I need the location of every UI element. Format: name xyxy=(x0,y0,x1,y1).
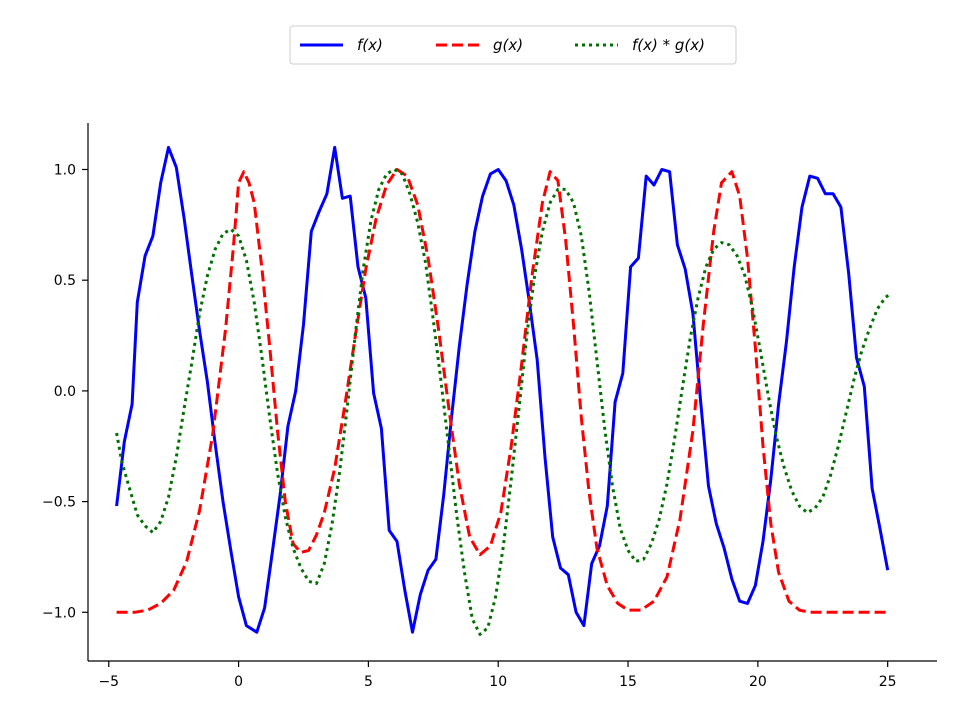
legend: f(x) g(x) f(x) * g(x) xyxy=(289,25,737,65)
y-tick-label: 0.5 xyxy=(54,273,76,289)
x-axis: −5 0 5 10 15 20 25 xyxy=(88,660,937,690)
series-line-0 xyxy=(115,145,890,634)
y-tick-label: −0.5 xyxy=(42,495,76,511)
x-tick-label: 15 xyxy=(619,674,637,690)
legend-frame xyxy=(289,25,737,65)
legend-label-0: f(x) xyxy=(357,36,383,54)
legend-label-1: g(x) xyxy=(493,36,523,54)
x-tick-label: 20 xyxy=(749,674,767,690)
y-tick-label: 0.0 xyxy=(54,384,76,400)
legend-label-2: f(x) * g(x) xyxy=(632,36,705,54)
x-tick-label: 0 xyxy=(234,674,243,690)
y-axis: −1.0 −0.5 0.0 0.5 1.0 xyxy=(42,123,89,661)
series-line-1 xyxy=(116,168,888,614)
y-tick-label: −1.0 xyxy=(42,605,76,621)
x-tick-label: −5 xyxy=(98,674,119,690)
x-tick-label: 25 xyxy=(879,674,897,690)
x-tick-label: 10 xyxy=(489,674,507,690)
y-tick-label: 1.0 xyxy=(54,162,76,178)
series-line-2 xyxy=(115,168,892,636)
x-tick-label: 5 xyxy=(364,674,373,690)
plot-area xyxy=(115,145,892,636)
